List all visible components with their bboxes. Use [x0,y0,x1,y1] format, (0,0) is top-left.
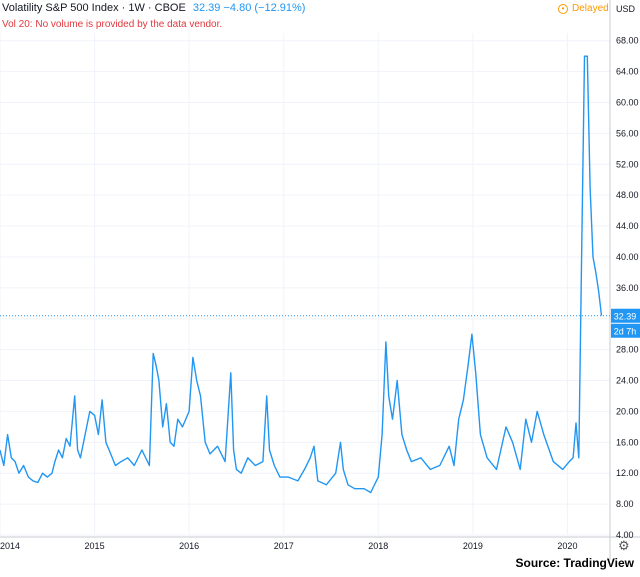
delayed-label: Delayed [572,3,609,14]
y-tick-label: 48.00 [616,190,639,200]
clock-icon: • [558,3,568,14]
last-value-marker: 32.39 2d 7h [0,308,640,338]
delayed-badge[interactable]: • Delayed [558,3,609,14]
y-tick-label: 40.00 [616,252,639,262]
y-tick-label: 4.00 [616,530,634,540]
x-tick-label: 2016 [179,541,199,551]
volume-note: Vol 20: No volume is provided by the dat… [2,19,223,30]
axes [0,0,640,560]
x-tick-label: 2020 [557,541,577,551]
countdown-label: 2d 7h [614,327,637,337]
y-tick-label: 64.00 [616,67,639,77]
y-axis-ticks: 4.008.0012.0016.0020.0024.0028.0032.0036… [616,36,639,540]
currency-label[interactable]: USD [616,4,636,14]
y-tick-label: 60.00 [616,98,639,108]
gear-icon[interactable]: ⚙ [618,538,630,553]
price-change: 32.39 −4.80 (−12.91%) [192,2,306,14]
symbol-title[interactable]: Volatility S&P 500 Index · 1W · CBOE [2,2,186,14]
y-tick-label: 16.00 [616,437,639,447]
y-tick-label: 52.00 [616,159,639,169]
y-tick-label: 44.00 [616,221,639,231]
x-tick-label: 2018 [368,541,388,551]
last-value-label: 32.39 [614,312,637,322]
grid-lines [0,33,610,536]
y-tick-label: 24.00 [616,376,639,386]
x-tick-label: 2017 [274,541,294,551]
y-tick-label: 28.00 [616,345,639,355]
y-tick-label: 12.00 [616,468,639,478]
source-caption: Source: TradingView [515,556,634,570]
y-tick-label: 8.00 [616,499,634,509]
x-axis-ticks: 2014 2015 2016 2017 2018 2019 2020 [0,541,577,551]
last-value-box [611,308,640,323]
series-line [0,55,603,494]
y-tick-label: 68.00 [616,36,639,46]
x-tick-label: 2015 [85,541,105,551]
series-layer [0,55,603,494]
x-tick-label: 2019 [463,541,483,551]
y-tick-label: 56.00 [616,128,639,138]
countdown-box [611,323,640,338]
y-tick-label: 36.00 [616,283,639,293]
x-tick-label: 2014 [0,541,20,551]
y-tick-label: 20.00 [616,406,639,416]
chart-header: Volatility S&P 500 Index · 1W · CBOE 32.… [2,2,305,14]
